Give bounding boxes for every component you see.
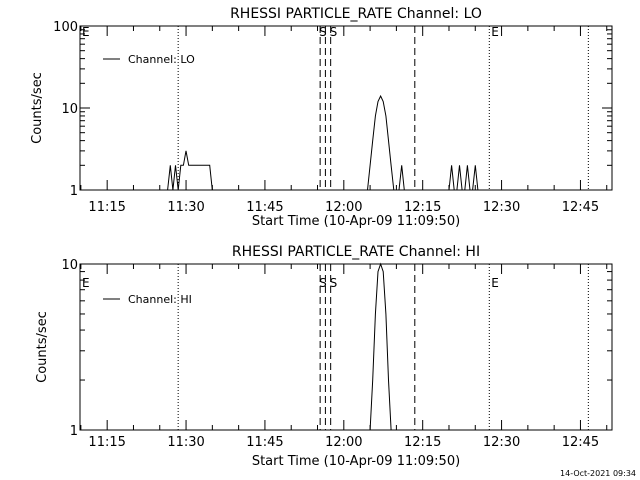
series-line-hi [369,262,397,431]
footer-timestamp: 14-Oct-2021 09:34 [560,469,636,478]
x-tick-label-lo: 12:45 [562,200,599,215]
y-axis-label-hi: Counts/sec [35,311,50,383]
legend-label-lo: Channel: LO [128,53,195,66]
x-tick-label-lo: 11:15 [88,200,125,215]
event-marker-label-lo: E [491,25,499,39]
x-tick-label-hi: 11:30 [167,435,204,450]
series-line-lo [167,94,479,191]
chart-title-hi: RHESSI PARTICLE_RATE Channel: HI [232,244,480,260]
y-tick-label-lo: 10 [61,102,78,117]
x-tick-label-hi: 12:45 [562,435,599,450]
x-tick-label-lo: 12:30 [483,200,520,215]
x-axis-label-hi: Start Time (10-Apr-09 11:09:50) [252,454,460,469]
corner-label-lo: E [82,25,90,39]
event-marker-label-hi: E [491,276,499,290]
y-tick-label-hi: 1 [70,424,78,439]
plot-frame-hi [79,263,613,431]
panel-lo: RHESSI PARTICLE_RATE Channel: LO 1 10 100 11… [30,6,613,229]
panel-hi: RHESSI PARTICLE_RATE Channel: HI 1 10 11:15… [35,244,613,469]
chart-title-lo: RHESSI PARTICLE_RATE Channel: LO [230,6,482,22]
x-tick-label-lo: 12:00 [325,200,362,215]
event-marker-label-hi: S [319,276,327,290]
x-tick-label-hi: 12:00 [325,435,362,450]
y-tick-label-hi: 10 [61,258,78,273]
x-tick-label-lo: 11:45 [246,200,283,215]
x-axis-label-lo: Start Time (10-Apr-09 11:09:50) [252,214,460,229]
x-tick-label-lo: 11:30 [167,200,204,215]
x-tick-label-lo: 12:15 [404,200,441,215]
y-tick-label-lo: 100 [53,20,78,35]
x-tick-label-hi: 12:15 [404,435,441,450]
y-tick-label-lo: 1 [70,184,78,199]
event-marker-label-lo: S [330,25,338,39]
x-tick-label-hi: 12:30 [483,435,520,450]
plot-frame-lo [79,25,613,191]
corner-label-hi: E [82,276,90,290]
event-marker-label-lo: S [319,25,327,39]
legend-label-hi: Channel: HI [128,293,192,306]
y-axis-label-lo: Counts/sec [30,72,45,144]
x-tick-label-hi: 11:45 [246,435,283,450]
event-marker-label-hi: S [330,276,338,290]
x-tick-label-hi: 11:15 [88,435,125,450]
